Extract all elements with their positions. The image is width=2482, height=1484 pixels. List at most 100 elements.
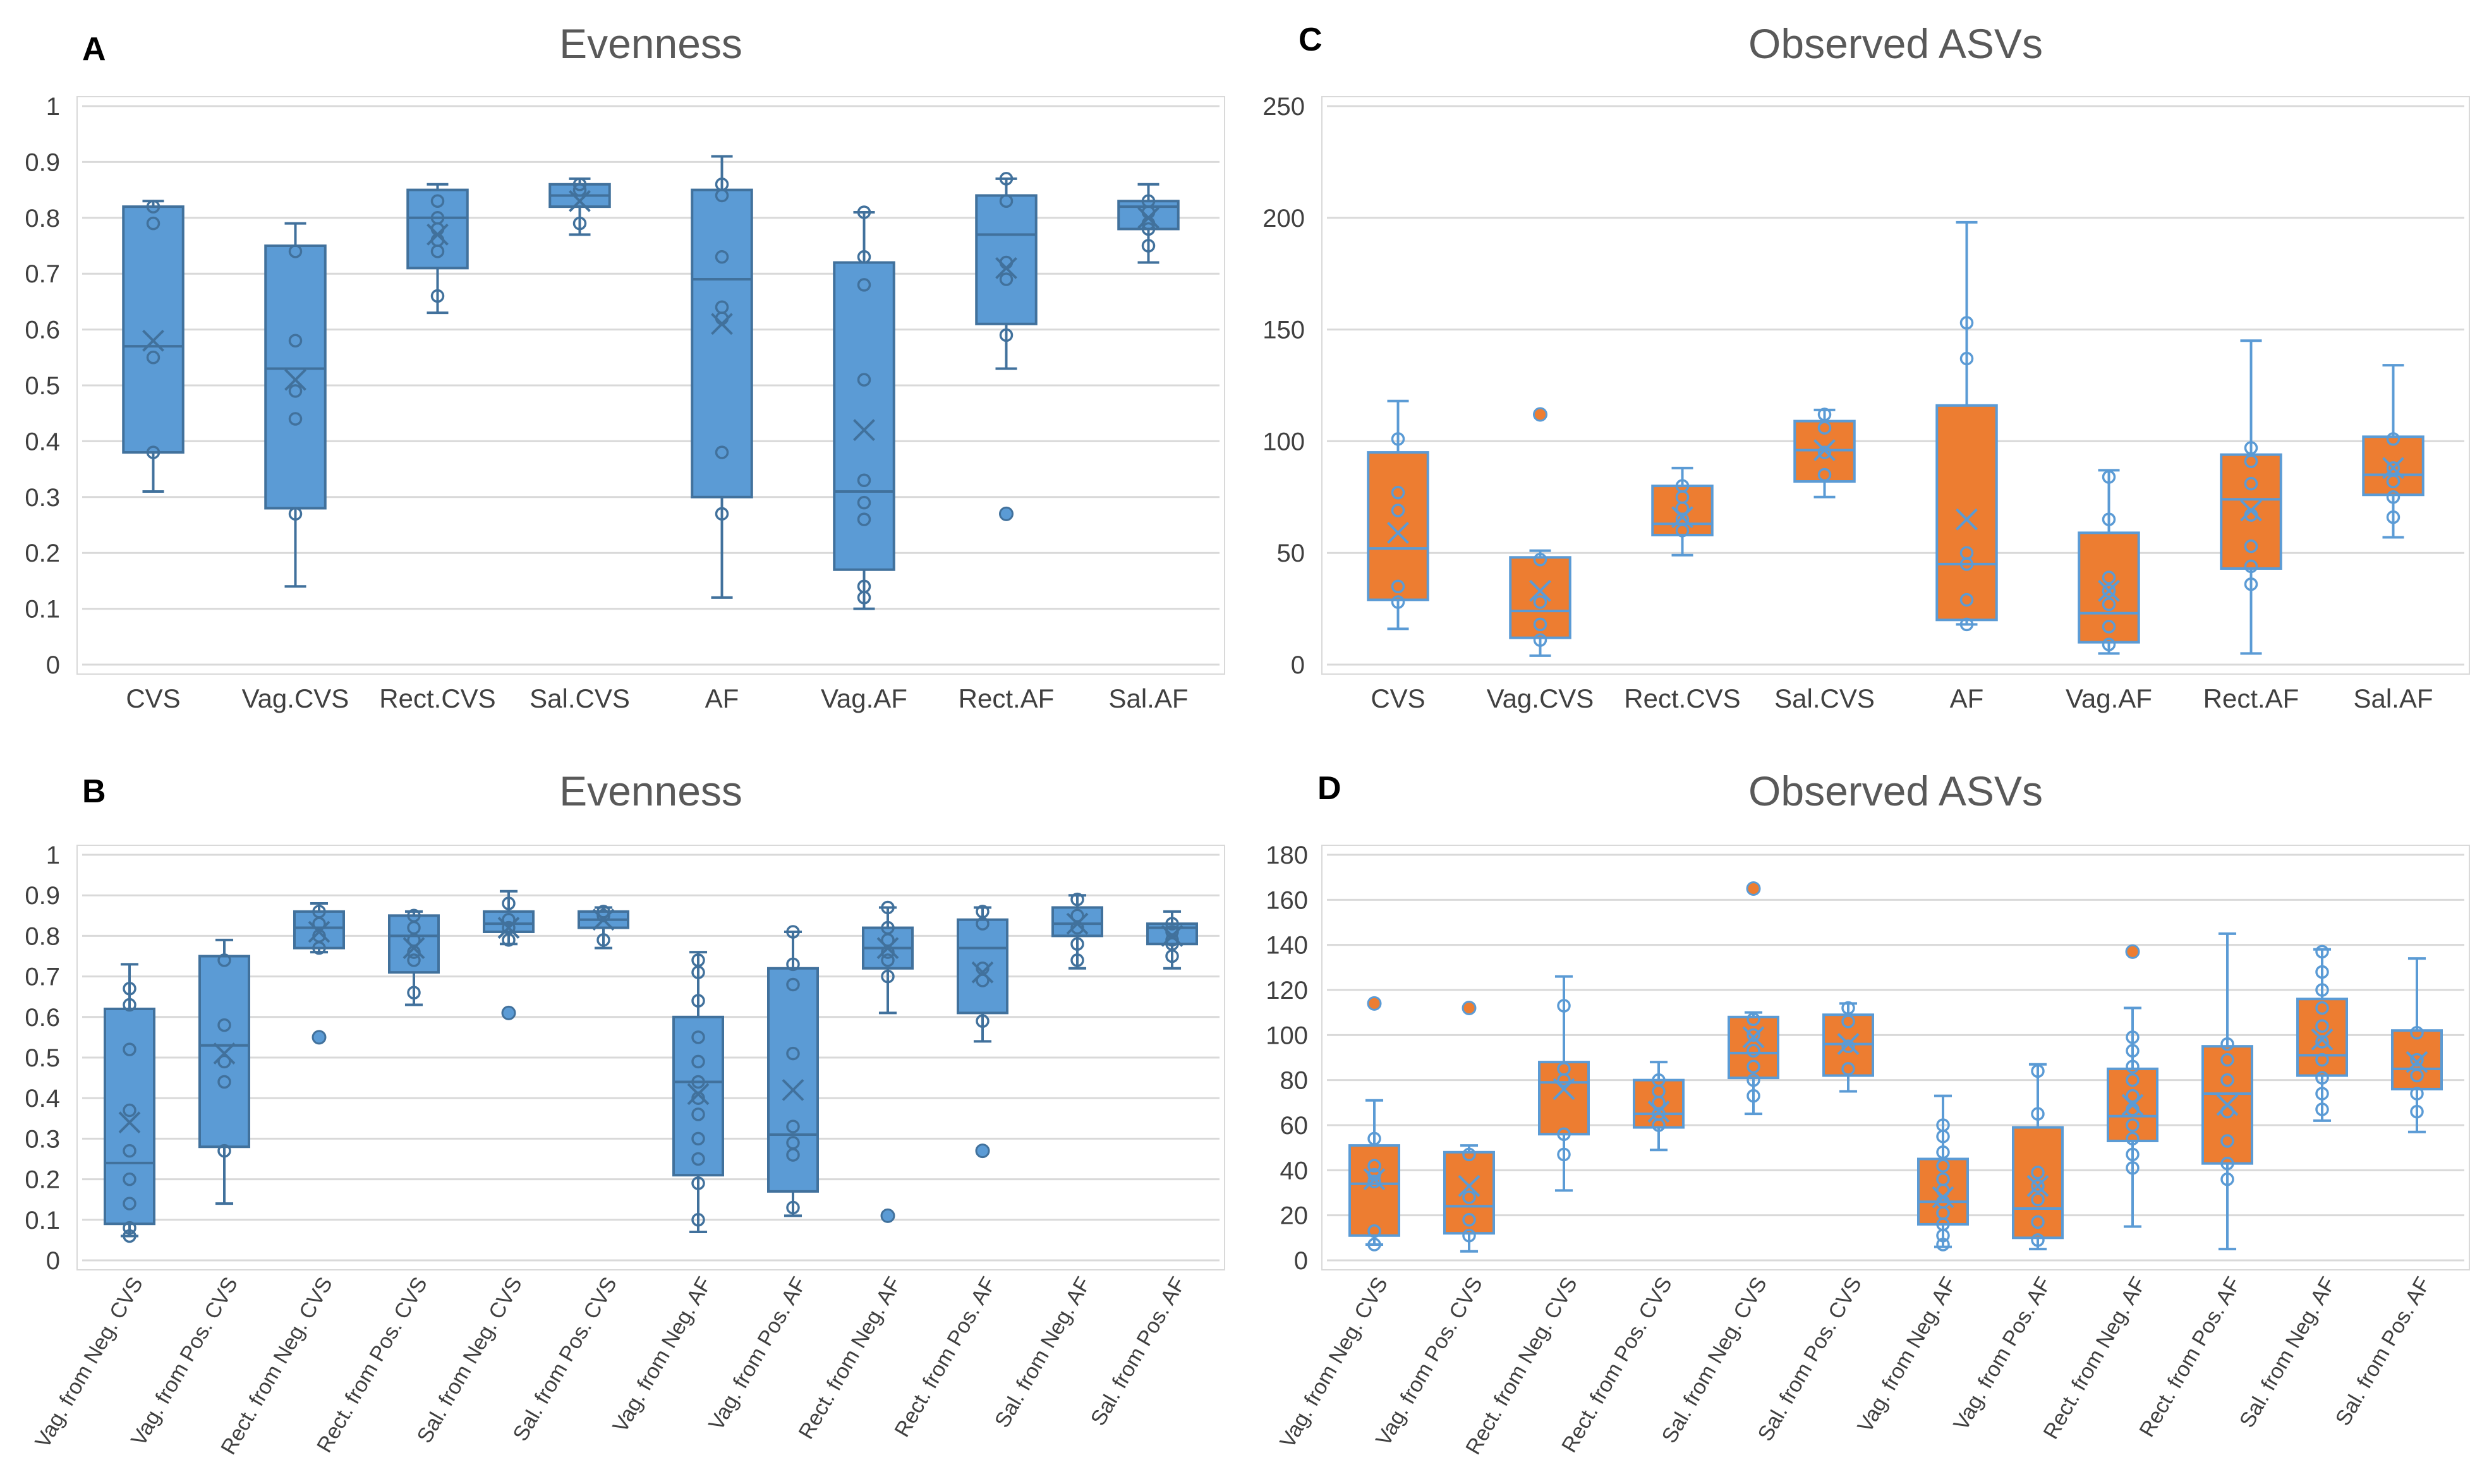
data-point	[2126, 1044, 2140, 1058]
mean-marker	[2406, 1051, 2428, 1073]
data-point	[1557, 1127, 1571, 1142]
x-category-label: Vag. from Neg. AF	[608, 1273, 716, 1437]
panel-letter: A	[82, 31, 106, 68]
data-point	[217, 1018, 231, 1032]
y-tick-label: 0.6	[25, 1004, 60, 1032]
data-point	[2315, 1001, 2329, 1015]
x-category-label: Sal.CVS	[1774, 684, 1875, 713]
mean-marker	[1671, 506, 1693, 529]
box-iqr	[406, 188, 469, 270]
data-point	[786, 1119, 800, 1133]
data-point	[786, 1148, 800, 1162]
y-tick-label: 100	[1266, 1022, 1308, 1049]
mean-marker	[118, 1111, 141, 1134]
box-5	[1728, 881, 1779, 1116]
data-point	[976, 974, 990, 987]
box-1	[122, 200, 185, 493]
data-point	[1557, 999, 1571, 1013]
data-point	[2126, 1030, 2140, 1044]
box-iqr	[1917, 1157, 1969, 1226]
x-category-label: Sal. from Neg. CVS	[1657, 1273, 1772, 1447]
mean-marker	[2098, 579, 2120, 602]
mean-marker	[1742, 1026, 1765, 1049]
box-9	[2107, 944, 2158, 1228]
data-point	[2031, 1107, 2045, 1121]
data-point	[2102, 637, 2116, 651]
x-category-label: Vag. from Neg. CVS	[30, 1273, 148, 1452]
data-point	[123, 1143, 136, 1158]
data-point	[1936, 1238, 1950, 1252]
data-point	[2102, 620, 2116, 634]
panel-letter: B	[82, 773, 106, 810]
box-2	[1443, 1001, 1495, 1253]
data-point	[2315, 944, 2329, 959]
data-point	[572, 183, 587, 197]
data-point	[857, 205, 871, 219]
data-point	[2220, 1037, 2234, 1051]
outlier-point	[1462, 1001, 1477, 1016]
mean-marker	[687, 1083, 710, 1106]
data-point	[1391, 595, 1405, 609]
box-10	[2201, 932, 2253, 1251]
mean-marker	[995, 256, 1017, 279]
data-point	[2386, 490, 2400, 504]
data-point	[288, 244, 303, 258]
data-point	[857, 495, 871, 510]
chart-title: Observed ASVs	[1748, 20, 2043, 67]
data-point	[123, 1221, 136, 1235]
data-point	[786, 1200, 800, 1215]
data-point	[2220, 1134, 2234, 1148]
y-tick-label: 150	[1262, 317, 1305, 344]
data-point	[1533, 633, 1547, 647]
outlier-point	[880, 1208, 895, 1223]
y-tick-label: 0.6	[25, 317, 60, 344]
data-point	[2244, 441, 2258, 455]
box-8	[2362, 364, 2424, 539]
plot-area-frame	[1321, 845, 2470, 1270]
data-point	[691, 1030, 705, 1044]
data-point	[691, 965, 705, 979]
mean-marker	[1553, 1078, 1575, 1101]
data-point	[2126, 1089, 2140, 1103]
data-point	[1462, 1213, 1476, 1227]
data-point	[1367, 1224, 1381, 1238]
mean-marker	[853, 419, 875, 442]
data-point	[2386, 474, 2400, 488]
box-iqr	[975, 194, 1038, 325]
y-tick-label: 40	[1280, 1157, 1309, 1185]
panel-a: Evenness A 0 0.1 0.2 0.3 0.4 0.5 0.6 0.7 0.8 0.9 1 CV…	[25, 20, 1225, 713]
box-3	[406, 183, 469, 315]
mean-marker	[1837, 1033, 1860, 1056]
y-tick-label: 250	[1262, 93, 1305, 121]
data-point	[976, 917, 990, 931]
data-point	[572, 178, 587, 191]
y-tick-label: 180	[1266, 842, 1308, 869]
data-point	[2386, 461, 2400, 475]
data-point	[1367, 1238, 1381, 1252]
y-tick-label: 80	[1280, 1067, 1309, 1095]
x-category-label: Sal.CVS	[530, 684, 630, 713]
y-tick-label: 120	[1266, 977, 1308, 1004]
mean-marker	[1647, 1101, 1670, 1123]
data-point	[857, 591, 871, 605]
data-point	[2126, 1161, 2140, 1175]
data-point	[2220, 1073, 2234, 1087]
data-point	[857, 512, 871, 526]
data-point	[857, 373, 871, 387]
box-8	[2012, 1063, 2064, 1251]
data-point	[1936, 1145, 1950, 1159]
x-category-label: Sal. from Pos. CVS	[509, 1273, 622, 1445]
data-point	[976, 1014, 990, 1028]
data-point	[786, 1046, 800, 1061]
data-point	[857, 473, 871, 488]
data-point	[691, 1176, 705, 1190]
data-point	[2410, 1087, 2424, 1101]
box-iqr	[1651, 485, 1714, 536]
mean-marker	[1137, 207, 1159, 229]
box-iqr	[198, 955, 250, 1149]
y-tick-label: 0.1	[25, 1207, 60, 1234]
data-point	[2031, 1233, 2045, 1247]
x-category-label: Rect. from Pos. CVS	[312, 1273, 432, 1457]
data-point	[691, 1054, 705, 1069]
